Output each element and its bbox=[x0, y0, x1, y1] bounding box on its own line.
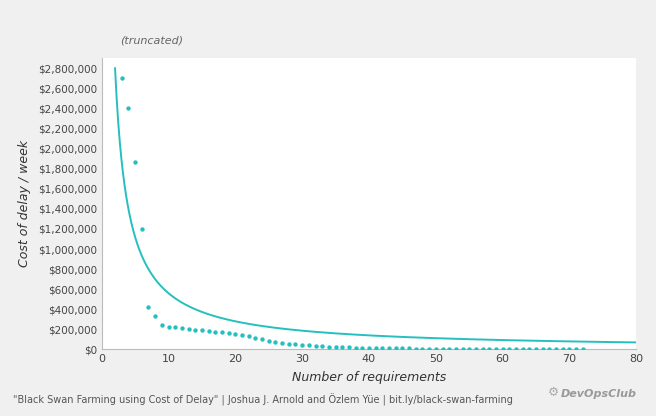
Point bbox=[337, 344, 348, 351]
Point bbox=[384, 345, 394, 352]
Point bbox=[544, 346, 555, 352]
Point bbox=[197, 327, 207, 333]
Point bbox=[270, 339, 281, 345]
Point bbox=[277, 339, 287, 346]
Point bbox=[564, 346, 575, 352]
Point bbox=[136, 225, 147, 232]
Point bbox=[390, 345, 401, 352]
Point bbox=[497, 346, 508, 352]
Point bbox=[350, 344, 361, 351]
Point bbox=[511, 346, 522, 352]
Point bbox=[411, 345, 421, 352]
Point bbox=[257, 336, 268, 343]
Point bbox=[283, 341, 294, 347]
Point bbox=[451, 346, 461, 352]
Point bbox=[170, 324, 180, 330]
Point bbox=[190, 327, 201, 333]
Point bbox=[183, 326, 194, 333]
Text: "Black Swan Farming using Cost of Delay" | Joshua J. Arnold and Özlem Yüe | bit.: "Black Swan Farming using Cost of Delay"… bbox=[13, 393, 513, 406]
Point bbox=[264, 337, 274, 344]
Point bbox=[210, 329, 220, 335]
Point bbox=[310, 343, 321, 349]
Point bbox=[397, 345, 407, 352]
Point bbox=[290, 341, 300, 348]
Point bbox=[243, 333, 254, 340]
Point bbox=[117, 75, 127, 82]
Point bbox=[130, 158, 140, 165]
Text: (truncated): (truncated) bbox=[121, 36, 184, 46]
Point bbox=[430, 345, 441, 352]
Point bbox=[537, 346, 548, 352]
Point bbox=[484, 346, 495, 352]
Point bbox=[331, 344, 341, 350]
Point bbox=[571, 346, 581, 352]
Point bbox=[518, 346, 528, 352]
Point bbox=[464, 346, 474, 352]
Point bbox=[524, 346, 535, 352]
Point bbox=[203, 327, 214, 334]
Point bbox=[304, 342, 314, 349]
Point bbox=[357, 344, 367, 351]
Point bbox=[491, 346, 501, 352]
Point bbox=[363, 344, 374, 351]
Point bbox=[317, 343, 327, 350]
Point bbox=[444, 345, 455, 352]
Point bbox=[531, 346, 541, 352]
Point bbox=[457, 346, 468, 352]
Point bbox=[216, 329, 227, 336]
Point bbox=[478, 346, 488, 352]
Text: ⚙: ⚙ bbox=[548, 386, 559, 399]
Point bbox=[417, 345, 428, 352]
Point bbox=[163, 324, 174, 331]
Point bbox=[424, 345, 434, 352]
Point bbox=[438, 345, 448, 352]
Point bbox=[230, 331, 241, 337]
Point bbox=[150, 313, 161, 319]
Point bbox=[578, 346, 588, 353]
Text: DevOpsClub: DevOpsClub bbox=[560, 389, 636, 399]
Point bbox=[143, 304, 154, 311]
Point bbox=[157, 322, 167, 329]
Point bbox=[371, 345, 381, 352]
Point bbox=[377, 345, 388, 352]
Point bbox=[471, 346, 482, 352]
Point bbox=[123, 105, 134, 112]
X-axis label: Number of requirements: Number of requirements bbox=[292, 371, 446, 384]
Y-axis label: Cost of delay / week: Cost of delay / week bbox=[18, 140, 31, 267]
Point bbox=[551, 346, 562, 352]
Point bbox=[176, 324, 187, 331]
Point bbox=[237, 332, 247, 339]
Point bbox=[224, 330, 234, 337]
Point bbox=[558, 346, 568, 352]
Point bbox=[344, 344, 354, 351]
Point bbox=[250, 335, 260, 342]
Point bbox=[297, 342, 308, 348]
Point bbox=[504, 346, 514, 352]
Point bbox=[323, 343, 334, 350]
Point bbox=[404, 345, 415, 352]
